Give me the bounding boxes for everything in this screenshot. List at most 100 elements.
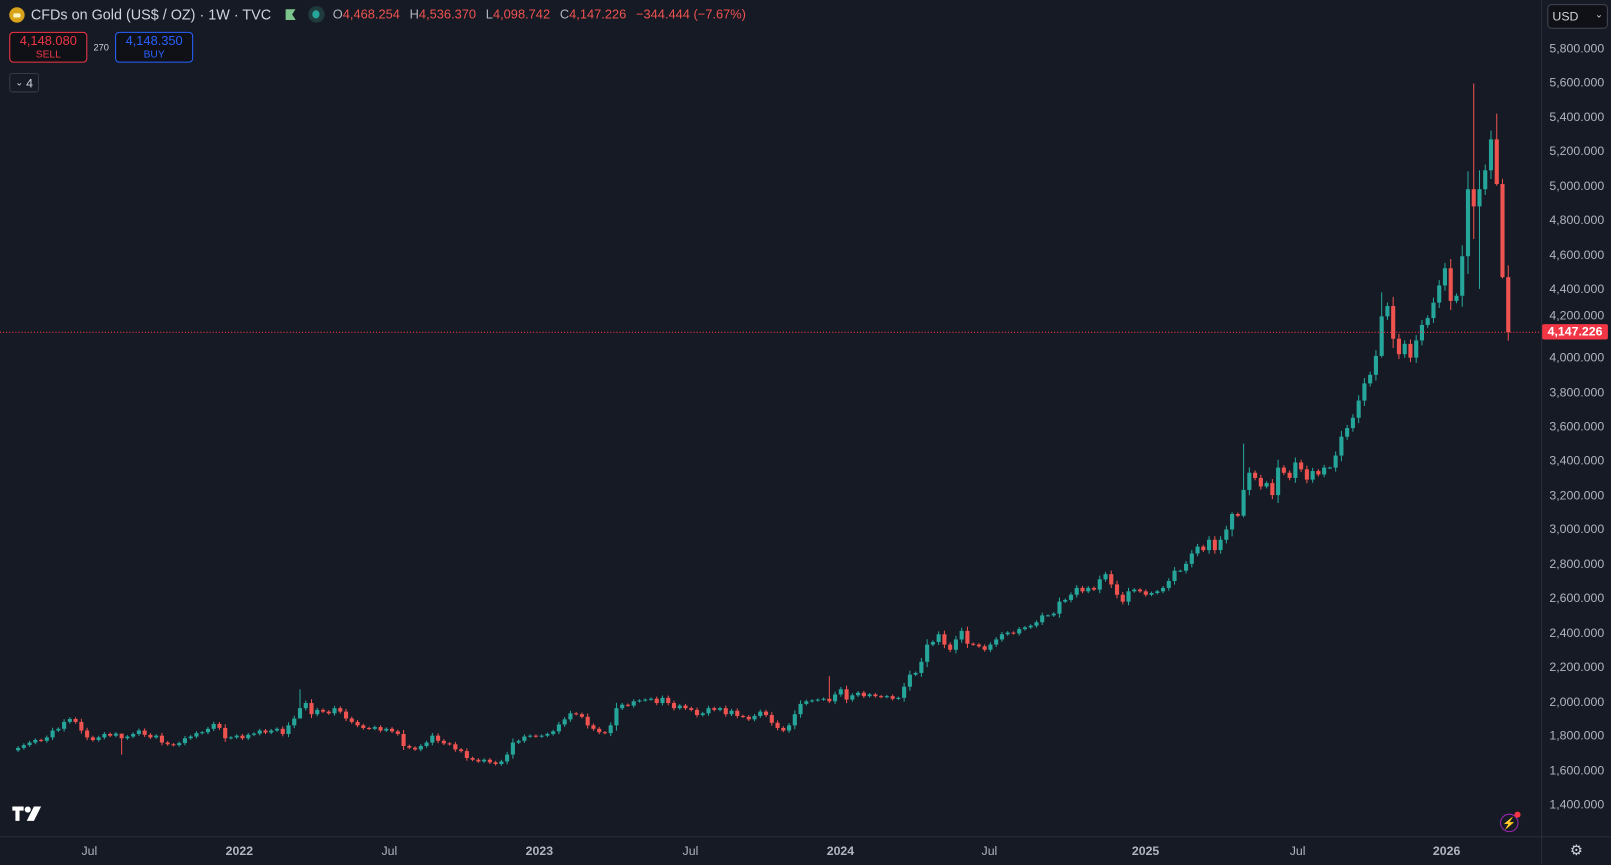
- sell-button[interactable]: 4,148.080 SELL: [9, 31, 88, 63]
- candle-down: [1391, 296, 1396, 348]
- candle-body: [246, 734, 251, 739]
- candle-up: [67, 717, 72, 724]
- candle-body: [1160, 587, 1166, 592]
- candle-down: [1396, 333, 1401, 360]
- time-axis[interactable]: [0, 836, 1611, 865]
- candle-up: [1086, 585, 1091, 594]
- close-key: C: [559, 7, 570, 22]
- candle-body: [666, 697, 671, 704]
- candle-down: [395, 729, 400, 736]
- buy-button[interactable]: 4,148.350 BUY: [115, 31, 194, 63]
- candle-up: [1183, 561, 1189, 574]
- candle-up: [1362, 378, 1367, 406]
- candle-up: [1126, 587, 1131, 606]
- candle-down: [119, 733, 124, 755]
- candle-down: [1494, 113, 1499, 186]
- candle-down: [217, 721, 222, 730]
- candle-body: [33, 739, 38, 743]
- candle-up: [815, 698, 820, 702]
- candle-up: [1385, 302, 1390, 320]
- candle-body: [50, 730, 55, 738]
- candle-up: [1322, 464, 1327, 478]
- candle-body: [1356, 400, 1361, 418]
- candle-down: [441, 739, 446, 746]
- tradingview-logo[interactable]: [11, 805, 42, 821]
- candle-body: [867, 694, 872, 697]
- candle-body: [154, 735, 159, 738]
- candle-body: [1034, 622, 1039, 626]
- candle-body: [459, 749, 464, 752]
- candle-body: [781, 727, 786, 731]
- settings-icon[interactable]: ⚙: [1569, 841, 1583, 858]
- candle-down: [73, 717, 78, 724]
- candle-down: [1253, 470, 1258, 481]
- candle-up: [1264, 481, 1269, 489]
- candle-up: [994, 637, 999, 647]
- candle-down: [879, 694, 884, 699]
- candle-body: [620, 704, 625, 709]
- candle-up: [1460, 245, 1465, 307]
- candle-up: [1097, 575, 1102, 594]
- price-tick-label: 1,400.000: [1549, 797, 1605, 812]
- candle-down: [965, 626, 970, 648]
- indicators-toggle-button[interactable]: ⌄ 4: [9, 72, 40, 93]
- candle-body: [948, 644, 953, 650]
- candle-down: [1080, 585, 1085, 594]
- candle-body: [763, 711, 769, 716]
- candle-down: [39, 738, 44, 743]
- candle-body: [994, 639, 999, 645]
- candle-up: [1189, 549, 1194, 568]
- candle-body: [1120, 594, 1125, 602]
- candle-down: [873, 692, 878, 698]
- candle-body: [1086, 587, 1091, 592]
- candle-up: [44, 735, 49, 743]
- candle-body: [597, 728, 602, 733]
- candle-down: [148, 733, 153, 740]
- candle-body: [735, 710, 740, 716]
- candle-up: [194, 731, 199, 739]
- candle-down: [1287, 470, 1292, 481]
- candle-up: [833, 691, 838, 705]
- market-status-icon[interactable]: [308, 6, 325, 23]
- time-tick-label: Jul: [981, 843, 998, 858]
- candle-up: [758, 709, 763, 719]
- candle-down: [79, 718, 84, 734]
- candle-up: [1149, 591, 1154, 597]
- candle-body: [896, 697, 901, 699]
- candle-down: [407, 744, 412, 750]
- candle-down: [1304, 465, 1309, 484]
- price-axis[interactable]: [1541, 0, 1611, 865]
- candle-body: [844, 689, 849, 700]
- candle-body: [637, 700, 642, 702]
- candle-up: [522, 734, 527, 743]
- flag-icon[interactable]: [285, 8, 296, 21]
- candle-body: [223, 727, 228, 739]
- candle-down: [602, 730, 607, 735]
- candle-body: [413, 747, 418, 750]
- candle-body: [286, 725, 291, 734]
- candle-body: [602, 732, 607, 734]
- lightning-icon[interactable]: ⚡: [1500, 811, 1521, 833]
- candle-up: [798, 700, 803, 718]
- candle-body: [177, 743, 182, 746]
- candle-down: [487, 758, 492, 764]
- candle-body: [1068, 594, 1074, 600]
- candle-up: [510, 738, 515, 759]
- symbol-title[interactable]: CFDs on Gold (US$ / OZ) · 1W · TVC: [30, 6, 272, 23]
- candle-up: [930, 640, 935, 647]
- candle-down: [1137, 588, 1143, 593]
- candle-up: [177, 741, 182, 747]
- candle-body: [660, 697, 665, 704]
- candle-down: [1011, 631, 1016, 635]
- candle-body: [1425, 318, 1430, 325]
- candle-down: [320, 708, 326, 714]
- candle-down: [90, 735, 95, 742]
- candle-up: [1178, 569, 1183, 572]
- candle-body: [677, 705, 682, 709]
- candle-down: [223, 724, 228, 742]
- currency-select[interactable]: USD ⌄: [1547, 4, 1608, 29]
- candlestick-chart[interactable]: [0, 0, 1542, 836]
- candle-body: [1488, 139, 1494, 171]
- candle-down: [159, 732, 164, 746]
- candle-down: [1316, 469, 1321, 477]
